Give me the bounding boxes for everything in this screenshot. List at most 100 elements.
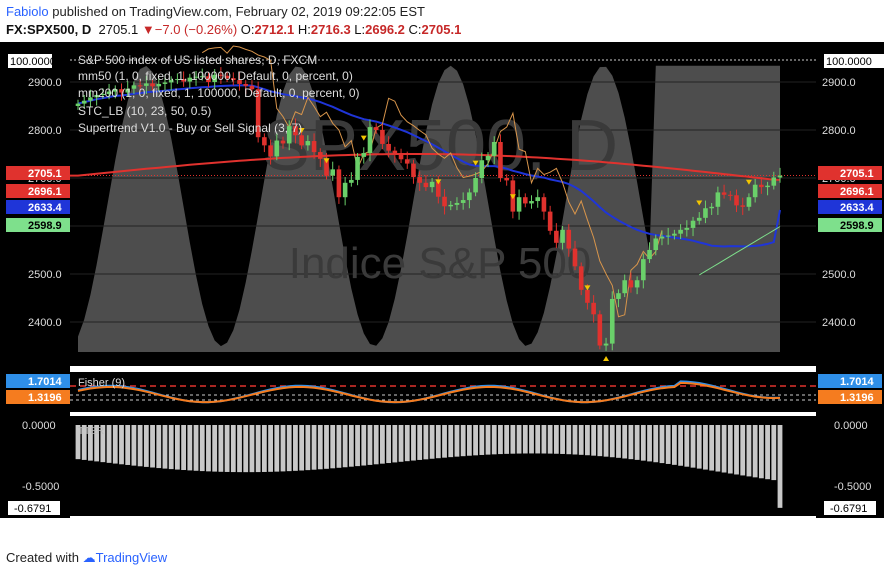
tter-bar [218,425,224,472]
candle-body [653,238,659,250]
candle-body [659,236,665,239]
tter-bar [193,425,199,471]
candle-body [404,159,410,164]
candle-body [324,158,329,176]
tter-bar [460,425,466,457]
tter-last-text: -0.6791 [830,503,867,515]
candle-body [75,103,81,106]
tter-bar [740,425,746,476]
candle-body [293,126,298,136]
price-badge [818,184,882,198]
signal-triangle [603,356,610,361]
time-axis[interactable]: Set Ott Nov Dic 2019 Feb [104,517,790,518]
chart-area[interactable]: SPX500, D Indice S&P 500 S&P 500 index o… [0,42,884,518]
tter-bar [448,425,454,458]
candle-body [591,302,596,315]
candle-body [199,76,205,78]
stc-top-label: 100.0000 [826,56,872,68]
tter-bar [690,425,696,468]
left-price-axis[interactable] [0,42,70,518]
tter-bar [491,425,497,455]
signal-triangle [435,179,442,185]
tter-last-badge [824,501,876,515]
tter-bar [261,425,267,472]
time-tick: Nov [370,517,390,518]
tter-bar [88,425,93,461]
candle-body [485,155,491,161]
tradingview-brand[interactable]: TradingView [95,550,168,565]
candle-body [628,280,634,288]
price-tick-right: 2400.0 [822,317,856,329]
tter-bar [224,425,230,472]
tter-bar [330,425,336,469]
fisher-badge [818,374,882,388]
candle-body [696,217,702,221]
candle-body [541,197,547,212]
tter-bar [640,425,646,461]
right-price-axis[interactable] [816,42,884,518]
tter-bar [485,425,491,455]
tter-bar [553,425,559,454]
tter-bar [268,425,273,472]
tter-bar [572,425,578,455]
author-name[interactable]: Fabiolo [6,4,49,19]
publish-info: published on TradingView.com, February 0… [52,4,425,19]
tter-bar [727,425,733,474]
tter-bar [243,425,249,473]
tter-bar [603,425,609,457]
tradingview-logo-icon[interactable]: ☁ [82,550,96,565]
indicator-legend: S&P 500 index of US listed shares, D, FX… [78,53,360,135]
price-tick-left: 2900.0 [28,77,62,89]
tter-bar [293,425,298,471]
candle-body [715,192,721,207]
tter-bar [299,425,305,471]
candle-body [665,235,671,237]
candle-body [119,89,124,93]
publish-header: Fabiolo published on TradingView.com, Fe… [6,4,425,19]
candle-body [386,143,391,151]
tter-bar [709,425,715,471]
watermark-name: Indice S&P 500 [289,239,592,288]
tter-bar [386,425,392,464]
candle-body [255,89,261,138]
candle-body [752,184,758,198]
tter-bar [715,425,721,472]
tter-bar [100,425,106,463]
candle-body [274,140,280,157]
tter-bar [212,425,218,472]
candle-body [572,248,578,267]
candle-body [106,91,112,94]
candle-body [473,178,478,193]
tter-bar [94,425,100,462]
candlesticks[interactable] [75,67,783,351]
price-tick-left: 2800.0 [28,125,62,137]
tter-bar [541,425,547,454]
signal-triangle [745,179,752,185]
candle-body [243,83,249,86]
tter-bar [417,425,423,460]
candle-body [193,76,199,78]
tter-bar [535,425,541,454]
price-badge [818,166,882,180]
candle-body [746,197,752,207]
legend-symbol: S&P 500 index of US listed shares, D, FX… [78,53,317,67]
candle-body [709,206,714,209]
fisher-transform [70,380,816,404]
tter-bar [429,425,435,459]
tter-bar [684,425,690,467]
signal-triangle [509,194,516,200]
tter-tick: -0.5000 [22,481,59,493]
close-label: C: [408,22,422,37]
price-badge-text: 2696.1 [28,186,62,198]
low-label: L: [354,22,366,37]
candle-body [336,169,342,198]
tter-bar [348,425,354,467]
candle-body [467,192,472,201]
candle-body [125,88,130,93]
price-tick-left: 2400.0 [28,317,62,329]
tter-bar [361,425,367,466]
footer: Created with ☁TradingView [6,550,167,566]
tter-bar [112,425,118,464]
candle-body [622,280,627,294]
tter-bar [305,425,311,471]
